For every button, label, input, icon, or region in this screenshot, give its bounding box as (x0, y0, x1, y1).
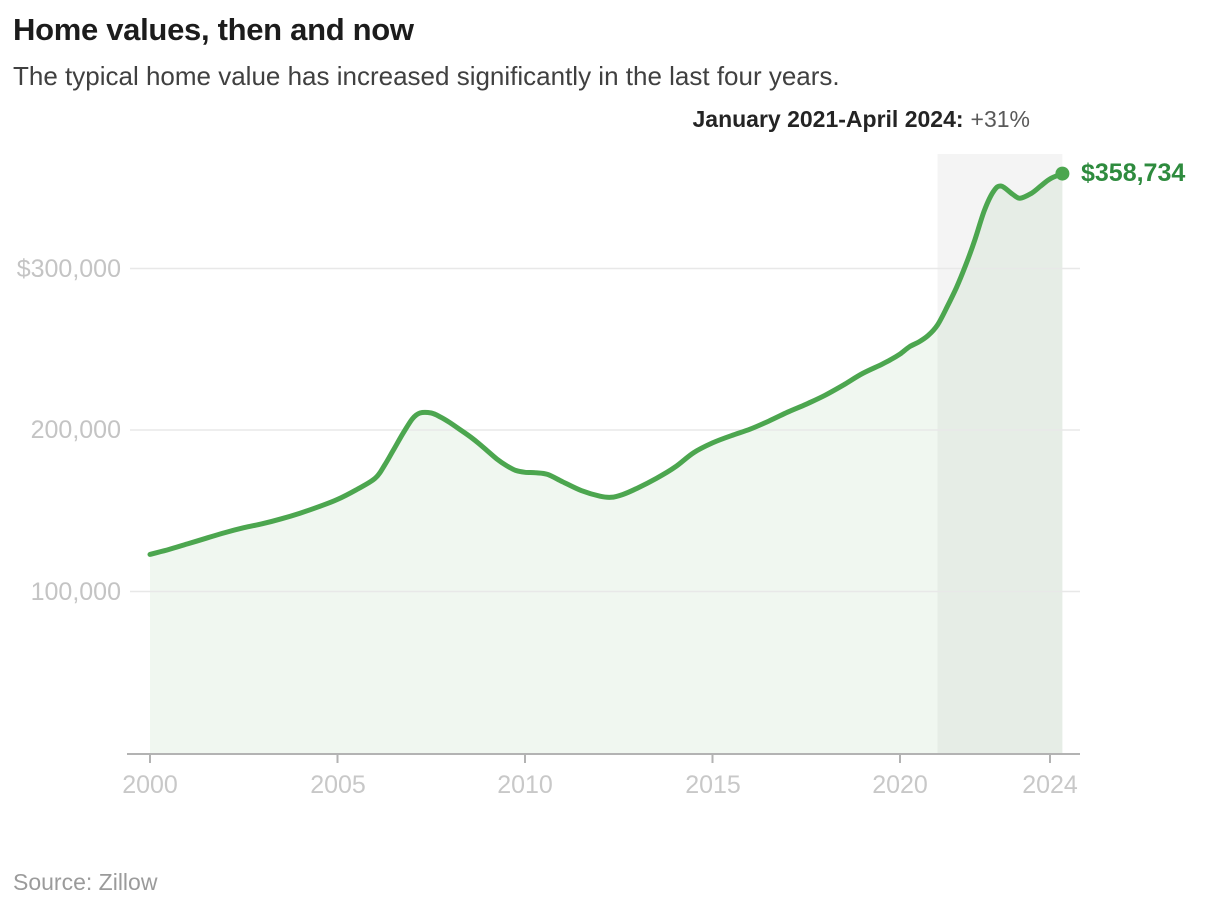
highlight-annotation: January 2021-April 2024: +31% (692, 106, 1030, 133)
latest-value-label: $358,734 (1081, 159, 1186, 187)
end-point-dot (1055, 166, 1070, 181)
chart-title: Home values, then and now (13, 12, 414, 47)
chart-subtitle: The typical home value has increased sig… (13, 61, 840, 91)
annotation-change: +31% (970, 106, 1030, 132)
highlight-band (937, 154, 1063, 753)
y-axis-label: 100,000 (30, 578, 121, 606)
y-axis-label: 200,000 (30, 416, 121, 444)
x-axis-label: 2015 (685, 771, 741, 799)
x-axis-label: 2005 (310, 771, 366, 799)
home-value-line (147, 171, 1065, 557)
source-note: Source: Zillow (13, 869, 158, 895)
y-axis-label: $300,000 (16, 255, 121, 283)
area-fill (150, 173, 1063, 754)
x-axis-label: 2010 (497, 771, 553, 799)
annotation-period: January 2021-April 2024: (692, 106, 964, 132)
x-axis-label: 2024 (1022, 771, 1078, 799)
x-axis-label: 2000 (122, 771, 178, 799)
x-axis-label: 2020 (872, 771, 928, 799)
